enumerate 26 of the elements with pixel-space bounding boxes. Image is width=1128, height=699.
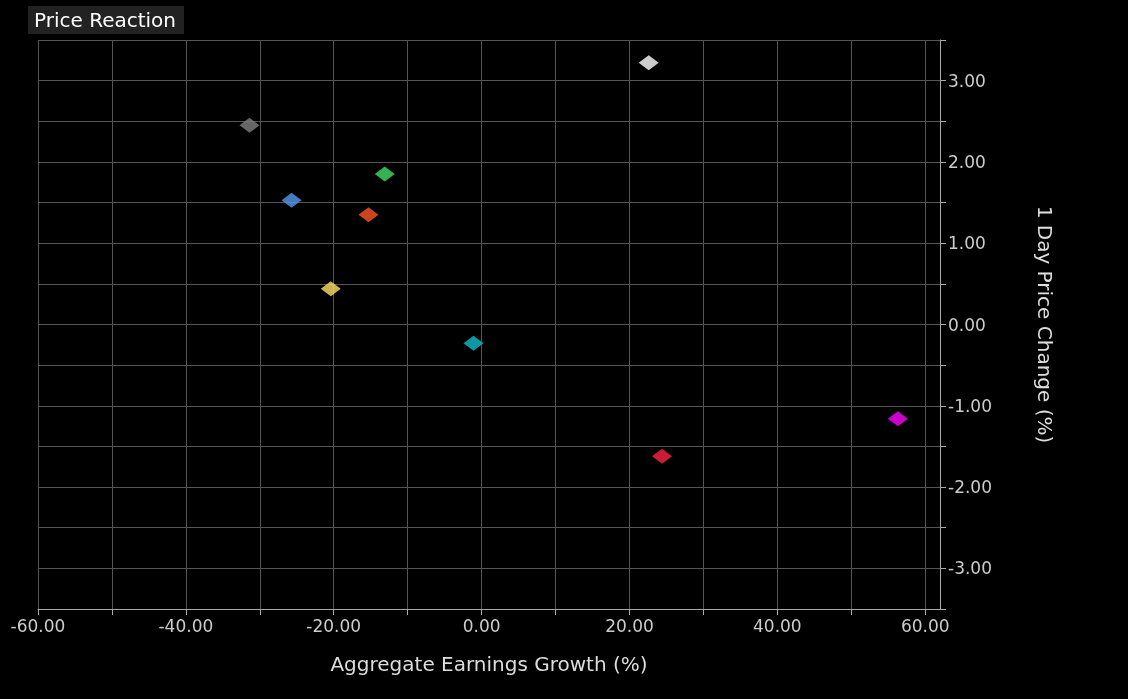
- y-axis-title: 1 Day Price Change (%): [1033, 205, 1057, 444]
- chart-title: Price Reaction: [34, 8, 177, 32]
- point: [887, 411, 908, 427]
- y-tick-label: 0.00: [948, 314, 986, 335]
- x-tick-label: 0.00: [462, 615, 501, 636]
- point: [638, 55, 659, 71]
- x-tick-label: -20.00: [306, 615, 362, 636]
- x-tick-label: 60.00: [900, 615, 950, 636]
- y-tick-label: 2.00: [948, 151, 986, 172]
- y-tick-label: 1.00: [948, 233, 986, 254]
- x-tick-label: -40.00: [158, 615, 214, 636]
- point: [358, 207, 379, 223]
- x-tick-label: 20.00: [605, 615, 654, 636]
- y-tick-label: -3.00: [948, 558, 992, 579]
- x-tick-label: -60.00: [10, 615, 66, 636]
- point: [652, 448, 673, 464]
- y-tick-label: -1.00: [948, 395, 992, 416]
- y-tick-label: 3.00: [948, 70, 986, 91]
- x-axis-title: Aggregate Earnings Growth (%): [330, 652, 648, 676]
- y-tick-label: -2.00: [948, 477, 992, 498]
- point: [281, 192, 302, 208]
- point: [463, 335, 484, 351]
- point: [239, 117, 260, 133]
- point: [320, 281, 341, 297]
- x-tick-label: 40.00: [753, 615, 802, 636]
- point: [374, 166, 395, 182]
